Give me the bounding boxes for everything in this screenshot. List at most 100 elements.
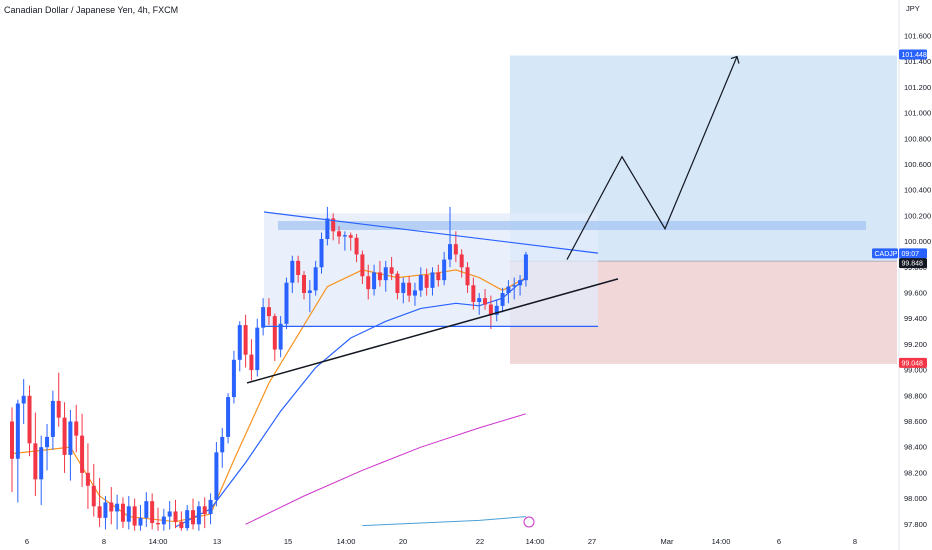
time-tick-label: 22	[476, 537, 484, 546]
time-tick-label: 14:00	[526, 537, 545, 546]
candle-body	[249, 354, 254, 371]
candle-body	[261, 307, 266, 328]
time-tick-label: 6	[25, 537, 29, 546]
candle-body	[266, 307, 271, 317]
price-tick-label: 101.600	[904, 31, 931, 40]
candle-body	[126, 506, 131, 522]
price-tick-label: 100.800	[904, 134, 931, 143]
price-tag-label: CADJPY	[875, 251, 903, 258]
candle-body	[109, 502, 114, 512]
candle-body	[97, 506, 102, 518]
candle-body	[173, 511, 178, 522]
rising-trendline	[246, 278, 619, 384]
candle-body	[226, 397, 231, 437]
candle-body	[366, 276, 371, 290]
price-tick-label: 97.800	[904, 520, 927, 529]
candle-body	[50, 400, 55, 437]
candle-body	[62, 417, 67, 455]
candle-body	[144, 501, 149, 518]
candle-body	[494, 305, 499, 315]
price-tag-label: 101.448	[902, 52, 927, 59]
candle-body	[161, 516, 166, 525]
price-tick-label: 99.400	[904, 314, 927, 323]
candle-body	[448, 244, 452, 260]
candle-body	[331, 218, 336, 232]
candle-body	[120, 503, 125, 522]
time-tick-label: Mar	[661, 537, 674, 546]
price-tick-label: 99.600	[904, 288, 927, 297]
candle-body	[401, 282, 406, 293]
position-zones	[264, 55, 897, 364]
candle-body	[302, 274, 306, 293]
candle-body	[284, 282, 289, 324]
candle-body	[45, 436, 50, 448]
price-tag-label: 09:07	[902, 251, 920, 258]
drawings	[246, 55, 740, 384]
candle-body	[56, 400, 61, 418]
candle-body	[471, 285, 476, 302]
projection-path	[566, 56, 738, 260]
price-tick-label: 100.600	[904, 160, 931, 169]
time-axis[interactable]: 6 8 14:00 13 15 14:00 20 22 14:00 27 Mar 14:00 6 8	[25, 516, 857, 546]
price-tick-label: 99.000	[904, 366, 927, 375]
candle-body	[459, 254, 464, 268]
candle-body	[488, 304, 493, 315]
time-tick-label: 15	[284, 537, 292, 546]
candle-body	[150, 501, 155, 524]
price-tick-label: 100.200	[904, 211, 931, 220]
candle-body	[290, 260, 295, 283]
price-tick-label: 98.000	[904, 494, 927, 503]
time-tick-label: 8	[853, 537, 857, 546]
time-tick-label: 6	[777, 537, 781, 546]
time-tick-label: 14:00	[149, 537, 168, 546]
candle-body	[418, 274, 423, 291]
candle-body	[115, 503, 120, 512]
candle-body	[10, 421, 14, 459]
projection-arrowhead	[730, 55, 740, 64]
candle-body	[33, 443, 38, 480]
price-tag-box	[899, 49, 927, 60]
time-tick-label: 8	[102, 537, 106, 546]
candle-body	[91, 485, 96, 507]
candle-body	[412, 290, 417, 296]
candle-body	[430, 272, 435, 288]
candle-body	[337, 231, 342, 237]
price-tag-label: 99.848	[902, 261, 924, 268]
price-tick-label: 101.200	[904, 83, 931, 92]
candle-body	[500, 292, 505, 306]
price-tick-label: 98.800	[904, 391, 927, 400]
candle-body	[103, 502, 108, 518]
candle-body	[360, 254, 365, 277]
candle-body	[191, 510, 196, 525]
price-tag-box	[899, 357, 927, 368]
candles	[10, 206, 528, 531]
candle-body	[325, 218, 330, 240]
candle-body	[477, 298, 482, 302]
candle-body	[442, 259, 447, 281]
candle-body	[395, 273, 400, 293]
price-tick-label: 98.200	[904, 468, 927, 477]
candle-body	[74, 421, 79, 436]
candle-body	[80, 435, 85, 473]
candle-body	[319, 239, 324, 268]
candle-body	[15, 403, 20, 459]
time-tick-label: 27	[588, 537, 596, 546]
time-tick-label: 14:00	[337, 537, 356, 546]
candle-body	[21, 395, 26, 404]
chart-title: Canadian Dollar / Japanese Yen, 4h, FXCM	[4, 5, 179, 15]
price-tick-label: 100.400	[904, 186, 931, 195]
candle-body	[68, 421, 73, 455]
price-tag-box	[899, 258, 927, 269]
price-axis[interactable]: JPY 101.600 101.400 101.200 101.000 100.800 10…	[872, 0, 931, 550]
price-tick-label: 98.400	[904, 443, 927, 452]
candle-body	[512, 285, 517, 287]
candle-body	[237, 325, 242, 360]
time-tick-label: 13	[213, 537, 221, 546]
candle-body	[255, 327, 260, 371]
price-tick-label: 101.000	[904, 109, 931, 118]
candle-body	[453, 244, 458, 255]
candle-body	[296, 260, 301, 275]
candle-body	[39, 447, 44, 480]
candle-body	[436, 272, 441, 281]
